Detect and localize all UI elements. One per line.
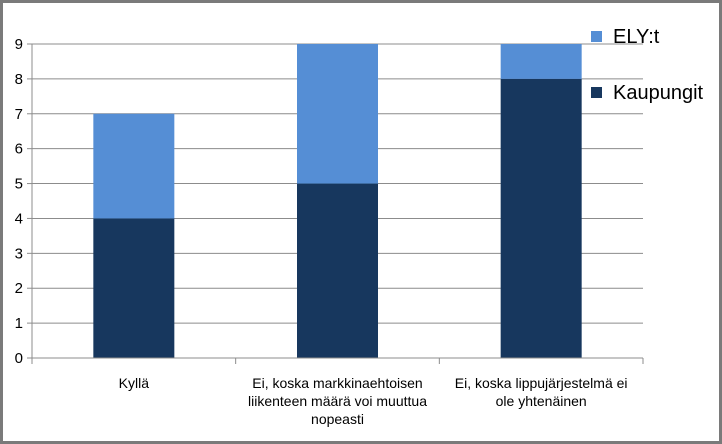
x-category-label: nopeasti bbox=[311, 411, 364, 427]
bar-kaupungit bbox=[500, 78, 582, 358]
bar-kaupungit bbox=[297, 183, 378, 358]
y-tick-label: 1 bbox=[15, 315, 23, 332]
y-tick-label: 0 bbox=[15, 350, 23, 367]
bar-ely-t bbox=[93, 113, 175, 219]
legend-swatch bbox=[591, 87, 602, 98]
bar-kaupungit bbox=[93, 218, 175, 358]
bar-ely-t bbox=[297, 44, 378, 184]
legend-label: ELY:t bbox=[613, 26, 660, 48]
x-category-labels: Kyllä Ei, koska markkinaehtoisen liikentee… bbox=[119, 375, 628, 427]
y-tick-label: 9 bbox=[15, 36, 23, 53]
x-category-label: Kyllä bbox=[119, 375, 150, 391]
y-tick-label: 4 bbox=[15, 210, 23, 227]
y-tick-label: 8 bbox=[15, 71, 23, 88]
x-category-label: liikenteen määrä voi muuttua bbox=[248, 393, 427, 409]
y-tick-label: 7 bbox=[15, 106, 23, 123]
y-tick-label: 6 bbox=[15, 141, 23, 158]
y-tick-label: 5 bbox=[15, 176, 23, 193]
x-category-label: Ei, koska markkinaehtoisen bbox=[252, 375, 422, 391]
bar-ely-t bbox=[500, 44, 582, 79]
y-tick-label: 3 bbox=[15, 245, 23, 262]
legend-swatch bbox=[591, 31, 602, 42]
stacked-bar-chart: 0 1 2 3 4 5 6 7 8 9 Kyllä Ei, koska markkinaehtois… bbox=[15, 26, 704, 427]
x-category-label: Ei, koska lippujärjestelmä ei bbox=[455, 375, 628, 391]
bars bbox=[93, 44, 582, 358]
legend: ELY:t Kaupungit bbox=[591, 26, 704, 104]
axes bbox=[27, 43, 644, 364]
y-tick-labels: 0 1 2 3 4 5 6 7 8 9 bbox=[15, 36, 23, 367]
legend-label: Kaupungit bbox=[613, 82, 704, 104]
x-category-label: ole yhtenäinen bbox=[496, 393, 587, 409]
y-tick-label: 2 bbox=[15, 280, 23, 297]
